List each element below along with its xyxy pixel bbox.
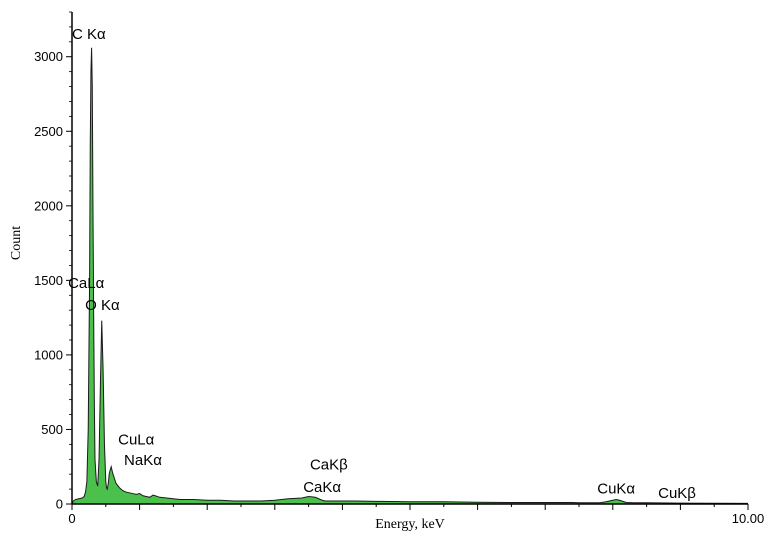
peak-label: CaKβ [310,457,348,474]
y-tick-label: 0 [56,497,63,512]
peak-label: CuLα [118,431,155,448]
peak-label: C Kα [72,26,106,43]
spectrum-area-0 [72,47,748,504]
y-tick-label: 2000 [34,198,63,213]
x-axis-label: Energy, keV [375,517,445,532]
y-axis-ticks: 0 500 1000 1500 2000 2500 3000 [34,11,72,512]
peak-label: NaKα [124,452,162,469]
y-tick-label: 500 [41,422,63,437]
y-tick-label: 1000 [34,347,63,362]
y-axis-label: Count [9,226,24,260]
plot-area [71,47,749,505]
x-tick-label: 0 [68,511,75,526]
peak-label: O Kα [85,297,120,314]
peak-label: CuKβ [658,485,696,502]
x-tick-label: 10.00 [732,511,765,526]
peak-label: CuKα [597,481,635,498]
peak-label: CaKα [303,479,341,496]
y-tick-label: 3000 [34,49,63,64]
y-tick-label: 1500 [34,273,63,288]
peak-label: CaLα [68,275,105,292]
spectrum-line-0 [71,47,749,505]
y-tick-label: 2500 [34,124,63,139]
peak-annotations: C Kα CaLα O Kα CuLα NaKα CaKβ CaKα CuKα CuKβ [68,26,696,502]
x-axis-ticks: 0 10.00 [68,504,764,526]
